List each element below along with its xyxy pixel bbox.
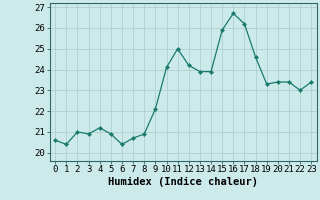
X-axis label: Humidex (Indice chaleur): Humidex (Indice chaleur) xyxy=(108,177,258,187)
